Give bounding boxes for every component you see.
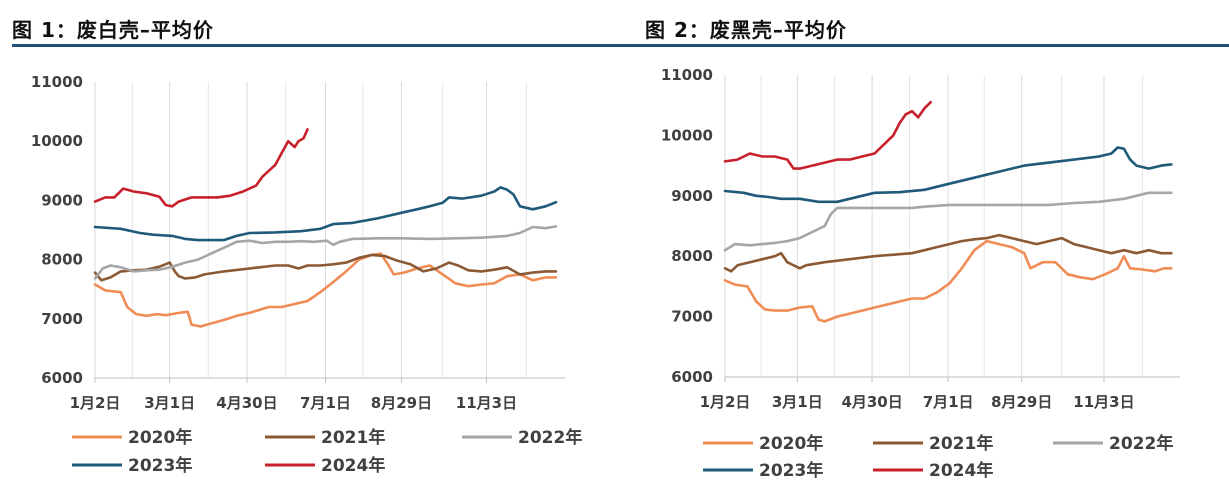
series-line-2024年 bbox=[723, 100, 932, 170]
chart-panel-1: 图 1：废白壳–平均价 6000 7000 8000 9000 10000 11000 1月… bbox=[12, 0, 615, 493]
line-chart-1: 6000 7000 8000 9000 10000 11000 1月2日 3月1日 4月30日 7… bbox=[31, 73, 583, 476]
y-tick-label: 11000 bbox=[661, 66, 713, 84]
y-tick-label: 11000 bbox=[31, 73, 83, 91]
y-tick-label: 10000 bbox=[661, 126, 713, 144]
x-tick-label: 11月3日 bbox=[456, 394, 517, 412]
legend-label: 2024年 bbox=[321, 455, 385, 476]
x-tick-label: 11月3日 bbox=[1073, 393, 1134, 411]
legend-label: 2020年 bbox=[128, 427, 192, 448]
chart-title-2: 图 2：废黑壳–平均价 bbox=[645, 18, 847, 42]
title-divider-1 bbox=[12, 44, 615, 47]
x-tick-label: 7月1日 bbox=[923, 393, 974, 411]
x-tick-label: 4月30日 bbox=[841, 393, 902, 411]
series-line-2023年 bbox=[723, 146, 1173, 204]
line-chart-2: 6000 7000 8000 9000 10000 11000 1月2日 3月1日 4月30日 7… bbox=[661, 66, 1180, 481]
y-tick-label: 10000 bbox=[31, 132, 83, 150]
series-line-2024年 bbox=[93, 128, 309, 208]
x-tick-label: 7月1日 bbox=[300, 394, 351, 412]
legend-label: 2021年 bbox=[321, 427, 385, 448]
series-line-2022年 bbox=[93, 225, 558, 280]
y-tick-label: 7000 bbox=[41, 310, 83, 328]
legend-label: 2024年 bbox=[929, 460, 993, 481]
chart-panel-2: 图 2：废黑壳–平均价 6000 7000 8000 9000 10000 11000 1月… bbox=[615, 0, 1229, 493]
series-line-2023年 bbox=[93, 186, 558, 242]
series-line-2021年 bbox=[723, 233, 1173, 273]
legend-label: 2023年 bbox=[759, 460, 823, 481]
x-tick-label: 3月1日 bbox=[144, 394, 195, 412]
y-tick-label: 8000 bbox=[41, 251, 83, 269]
series-line-2020年 bbox=[723, 239, 1173, 323]
x-tick-label: 8月29日 bbox=[371, 394, 432, 412]
x-tick-label: 3月1日 bbox=[772, 393, 823, 411]
x-tick-label: 8月29日 bbox=[991, 393, 1052, 411]
legend-label: 2022年 bbox=[518, 427, 582, 448]
x-tick-label: 1月2日 bbox=[70, 394, 121, 412]
legend-label: 2022年 bbox=[1109, 433, 1173, 454]
y-tick-label: 7000 bbox=[671, 308, 713, 326]
y-tick-label: 8000 bbox=[671, 247, 713, 265]
title-divider-2 bbox=[615, 44, 1229, 47]
legend-label: 2021年 bbox=[929, 433, 993, 454]
legend-label: 2023年 bbox=[128, 455, 192, 476]
y-tick-label: 9000 bbox=[41, 191, 83, 209]
y-tick-label: 9000 bbox=[671, 187, 713, 205]
series-line-2020年 bbox=[93, 252, 558, 328]
y-tick-label: 6000 bbox=[41, 369, 83, 387]
chart-title-1: 图 1：废白壳–平均价 bbox=[12, 18, 214, 42]
legend-label: 2020年 bbox=[759, 433, 823, 454]
y-tick-label: 6000 bbox=[671, 368, 713, 386]
x-tick-label: 4月30日 bbox=[216, 394, 277, 412]
x-tick-label: 1月2日 bbox=[700, 393, 751, 411]
series-line-2022年 bbox=[723, 191, 1173, 252]
series-line-2021年 bbox=[93, 253, 558, 282]
